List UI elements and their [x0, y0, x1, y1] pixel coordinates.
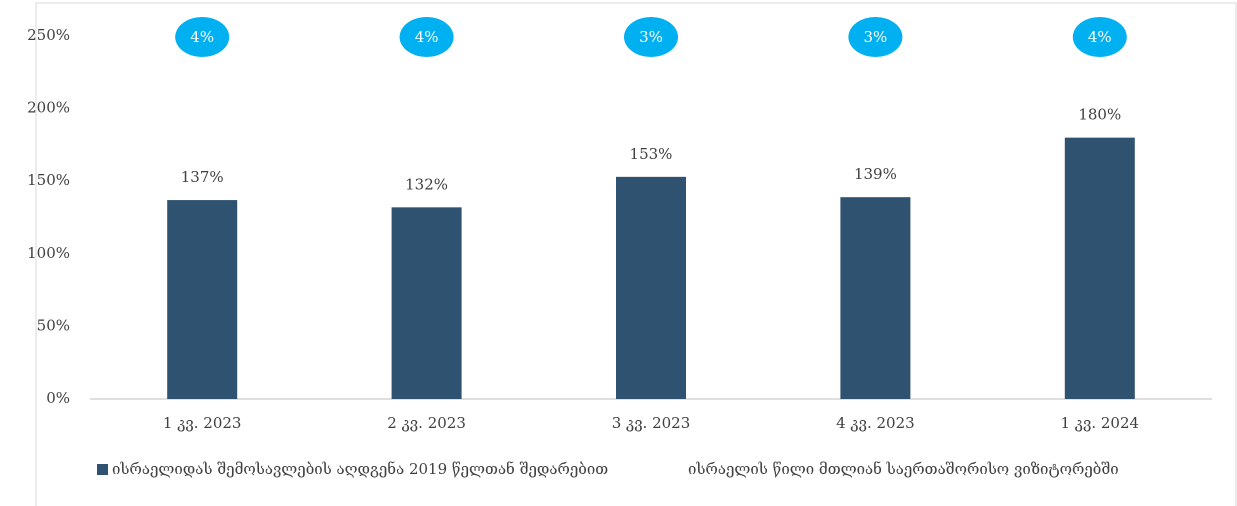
y-tick-label: 50% [37, 316, 70, 334]
legend-label: ისრაელიდას შემოსავლების აღდგენა 2019 წელ… [112, 460, 608, 478]
bar [391, 207, 462, 399]
share-bubble [848, 17, 903, 57]
y-tick-label: 0% [46, 389, 70, 407]
bar [840, 197, 911, 399]
share-label: 4% [1088, 28, 1112, 46]
share-label: 4% [415, 28, 439, 46]
data-label: 153% [630, 145, 673, 163]
share-bubble [1072, 17, 1127, 57]
x-tick-label: 4 კვ. 2023 [836, 414, 915, 432]
y-tick-label: 200% [27, 99, 70, 117]
data-label: 180% [1078, 106, 1121, 124]
data-label: 137% [181, 168, 224, 186]
x-tick-label: 1 კვ. 2024 [1061, 414, 1140, 432]
x-tick-label: 3 კვ. 2023 [612, 414, 691, 432]
share-bubble [624, 17, 678, 57]
share-label: 3% [864, 28, 888, 46]
share-label: 4% [190, 28, 214, 46]
y-tick-label: 100% [27, 244, 70, 262]
share-bubble [175, 17, 230, 57]
bar [1064, 137, 1135, 399]
data-label: 132% [405, 175, 448, 193]
x-tick-label: 1 კვ. 2023 [163, 414, 242, 432]
bar [167, 200, 238, 399]
share-bubble [399, 17, 454, 57]
chart-frame [35, 2, 1237, 506]
legend-swatch [97, 464, 108, 475]
x-tick-label: 2 კვ. 2023 [387, 414, 466, 432]
share-label: 3% [639, 28, 663, 46]
y-tick-label: 250% [27, 26, 70, 44]
bar [616, 176, 686, 399]
data-label: 139% [854, 165, 897, 183]
y-tick-label: 150% [27, 171, 70, 189]
legend-label: ისრაელის წილი მთლიან საერთაშორისო ვიზიტო… [688, 460, 1119, 478]
